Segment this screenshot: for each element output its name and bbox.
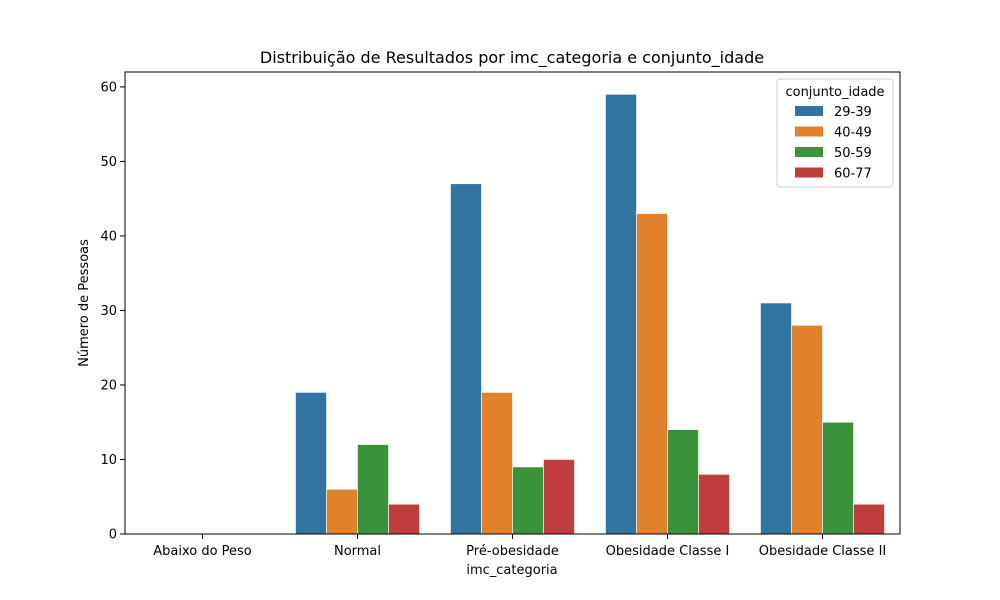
chart-title: Distribuição de Resultados por imc_categ…	[260, 48, 764, 68]
y-tick-label-2: 20	[100, 378, 117, 393]
legend-swatch-29-39	[795, 106, 823, 116]
bar-60-77-1	[388, 503, 420, 535]
bar-40-49-4	[791, 325, 823, 535]
legend-swatch-50-59	[795, 147, 823, 157]
legend-label-40-49: 40-49	[834, 126, 872, 141]
x-axis: Abaixo do Peso Normal Pré-obesidade Obesida…	[153, 534, 886, 559]
y-tick-label-6: 60	[100, 80, 117, 95]
y-tick-label-5: 50	[100, 155, 117, 170]
plot-frame	[124, 71, 901, 535]
bar-50-59-4	[822, 421, 854, 535]
bar-60-77-3	[698, 474, 730, 535]
bar-29-39-2	[450, 183, 482, 535]
bar-29-39-4	[760, 302, 792, 535]
bar-50-59-2	[512, 466, 544, 535]
bar-29-39-3	[605, 94, 637, 535]
x-tick-label-2: Pré-obesidade	[466, 544, 559, 559]
legend-label-60-77: 60-77	[834, 167, 872, 182]
bar-29-39-1	[295, 392, 327, 535]
bars-group	[295, 94, 885, 535]
x-tick-label-3: Obesidade Classe I	[606, 544, 730, 559]
legend: conjunto_idade 29-39 40-49 50-59 60-77	[776, 78, 894, 188]
x-tick-label-4: Obesidade Classe II	[759, 544, 886, 559]
legend-title: conjunto_idade	[785, 85, 884, 100]
x-tick-label-1: Normal	[334, 544, 381, 559]
x-tick-label-0: Abaixo do Peso	[153, 544, 252, 559]
legend-swatch-40-49	[795, 126, 823, 137]
legend-items: 29-39 40-49 50-59 60-77	[795, 105, 872, 182]
y-tick-label-4: 40	[100, 229, 117, 244]
bar-50-59-3	[667, 429, 699, 535]
y-tick-label-1: 10	[100, 453, 117, 468]
bar-40-49-2	[481, 392, 513, 535]
legend-label-50-59: 50-59	[834, 146, 872, 161]
y-tick-label-3: 30	[100, 304, 117, 319]
bar-60-77-4	[853, 503, 885, 535]
bar-40-49-3	[636, 213, 668, 535]
x-axis-label: imc_categoria	[466, 563, 557, 578]
bar-60-77-2	[543, 459, 575, 535]
bar-50-59-1	[357, 444, 389, 535]
y-axis-label: Número de Pessoas	[77, 239, 92, 367]
y-tick-label-0: 0	[109, 528, 117, 543]
legend-swatch-60-77	[795, 167, 823, 178]
y-axis: 0 10 20 30 40 50 60	[100, 80, 125, 543]
bar-40-49-1	[326, 488, 358, 535]
legend-label-29-39: 29-39	[834, 105, 872, 120]
